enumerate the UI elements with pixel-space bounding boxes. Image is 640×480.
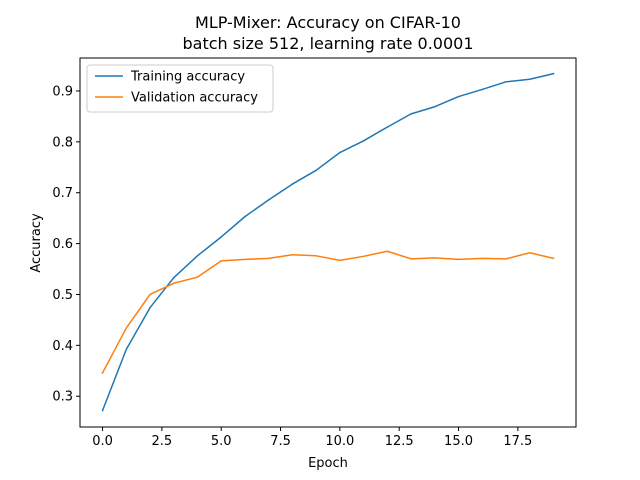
data-point	[172, 276, 175, 279]
y-tick-label: 0.4	[52, 339, 73, 354]
data-point	[196, 276, 199, 278]
data-point	[528, 78, 531, 81]
data-point	[244, 258, 246, 261]
data-point	[505, 258, 507, 260]
x-axis-ticks: 0.0 2.5 5.0 7.5 10.0 12.5 15.0 17.5	[92, 427, 532, 449]
x-tick-label: 15.0	[444, 434, 473, 449]
data-point	[386, 250, 389, 252]
data-point	[457, 258, 460, 261]
x-tick-label: 7.5	[270, 434, 291, 449]
data-point	[434, 257, 436, 259]
y-axis-ticks: 0.3 0.4 0.5 0.6 0.7 0.8 0.9	[52, 84, 80, 405]
data-point	[362, 140, 365, 142]
data-point	[505, 81, 507, 83]
data-point	[457, 95, 460, 98]
x-axis-label: Epoch	[308, 456, 348, 471]
data-point	[339, 151, 341, 154]
y-tick-label: 0.9	[52, 84, 73, 99]
data-point	[101, 372, 104, 374]
y-tick-label: 0.5	[52, 288, 73, 303]
data-point	[149, 293, 151, 296]
x-tick-label: 12.5	[385, 434, 414, 449]
data-point	[291, 254, 294, 256]
y-tick-label: 0.8	[52, 135, 73, 150]
data-point	[220, 260, 222, 262]
data-point	[528, 252, 531, 254]
data-point	[386, 126, 389, 128]
data-point	[315, 169, 317, 172]
chart-title: MLP-Mixer: Accuracy on CIFAR-10	[195, 13, 461, 32]
chart-subtitle: batch size 512, learning rate 0.0001	[182, 34, 473, 53]
legend-label-training: Training accuracy	[130, 70, 245, 85]
data-point	[149, 306, 151, 309]
x-tick-label: 17.5	[503, 434, 532, 449]
legend-label-validation: Validation accuracy	[131, 91, 258, 106]
x-tick-label: 2.5	[152, 434, 173, 449]
series-layer	[101, 72, 555, 412]
data-point	[362, 255, 365, 258]
data-point	[481, 257, 484, 260]
x-tick-label: 5.0	[211, 434, 232, 449]
data-point	[481, 88, 484, 91]
series-line-validation	[101, 250, 555, 374]
y-tick-label: 0.3	[52, 390, 73, 405]
data-point	[339, 259, 341, 262]
y-tick-label: 0.7	[52, 186, 73, 201]
data-point	[220, 236, 222, 238]
x-tick-label: 10.0	[325, 434, 354, 449]
y-axis-label: Accuracy	[29, 213, 44, 273]
data-point	[315, 255, 317, 257]
data-point	[291, 183, 294, 185]
data-point	[552, 257, 555, 260]
data-point	[267, 257, 270, 260]
data-point	[410, 258, 412, 260]
legend: Training accuracy Validation accuracy	[86, 64, 274, 113]
data-point	[196, 255, 199, 257]
data-point	[125, 327, 128, 329]
data-point	[434, 105, 436, 108]
data-point	[101, 409, 104, 412]
data-point	[125, 348, 128, 351]
y-tick-label: 0.6	[52, 237, 73, 252]
data-point	[267, 199, 270, 201]
data-point	[552, 72, 555, 75]
data-point	[244, 215, 246, 218]
legend-box	[86, 64, 274, 113]
series-line-training	[101, 72, 555, 412]
plot-area-frame	[79, 57, 577, 428]
data-point	[172, 282, 175, 285]
data-point	[410, 113, 412, 115]
x-tick-label: 0.0	[92, 434, 113, 449]
